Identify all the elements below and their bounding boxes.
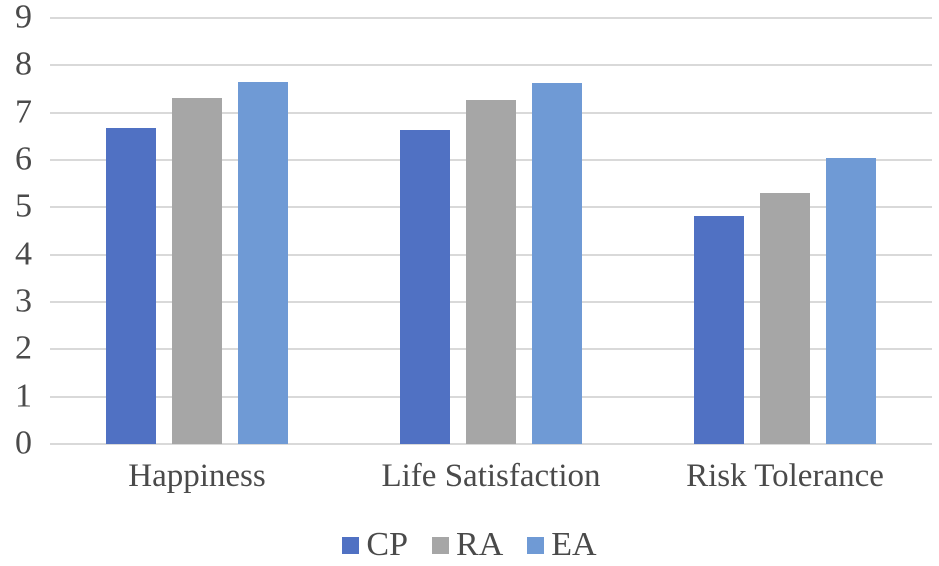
bar-ra-0 [172,97,222,444]
y-axis-tick-label: 9 [15,0,32,36]
bar-group [50,18,344,444]
legend-item-cp: CP [342,528,408,562]
y-axis-tick-label: 4 [15,234,32,272]
bar-cp-0 [106,127,156,444]
legend-label: EA [551,526,597,563]
category-label: Happiness [128,458,266,494]
bar-ra-1 [466,99,516,444]
legend-item-ea: EA [527,526,597,563]
y-axis-tick-label: 8 [15,45,32,83]
gridline [50,443,932,445]
bar-ea-0 [238,82,288,444]
x-axis: Happiness Life Satisfaction Risk Tolerance [50,456,932,500]
y-axis-tick-label: 7 [15,92,32,130]
bar-group [638,18,932,444]
bar-ea-1 [532,83,582,444]
y-axis-tick-label: 5 [15,187,32,225]
y-axis-tick-label: 0 [15,424,32,462]
category-label: Life Satisfaction [381,458,601,494]
bar-group [344,18,638,444]
legend-swatch-icon [432,536,450,554]
y-axis-tick-label: 1 [15,376,32,414]
y-axis: 0 1 2 3 4 5 6 7 8 9 [0,0,34,566]
legend-swatch-icon [527,536,545,554]
legend-swatch-icon [342,536,360,554]
legend-label: RA [456,526,504,563]
legend: CP RA EA [0,528,939,562]
category-label: Risk Tolerance [686,458,884,494]
gridline [50,64,932,67]
plot-area [50,17,932,445]
bar-ra-2 [760,193,810,444]
bar-cp-1 [400,129,450,444]
y-axis-tick-label: 6 [15,140,32,178]
bar-ea-2 [826,157,876,444]
y-axis-tick-label: 2 [15,329,32,367]
gridline [50,17,932,19]
bar-cp-2 [694,215,744,444]
y-axis-tick-label: 3 [15,282,32,320]
legend-item-ra: RA [432,528,503,562]
legend-label: CP [366,526,409,563]
